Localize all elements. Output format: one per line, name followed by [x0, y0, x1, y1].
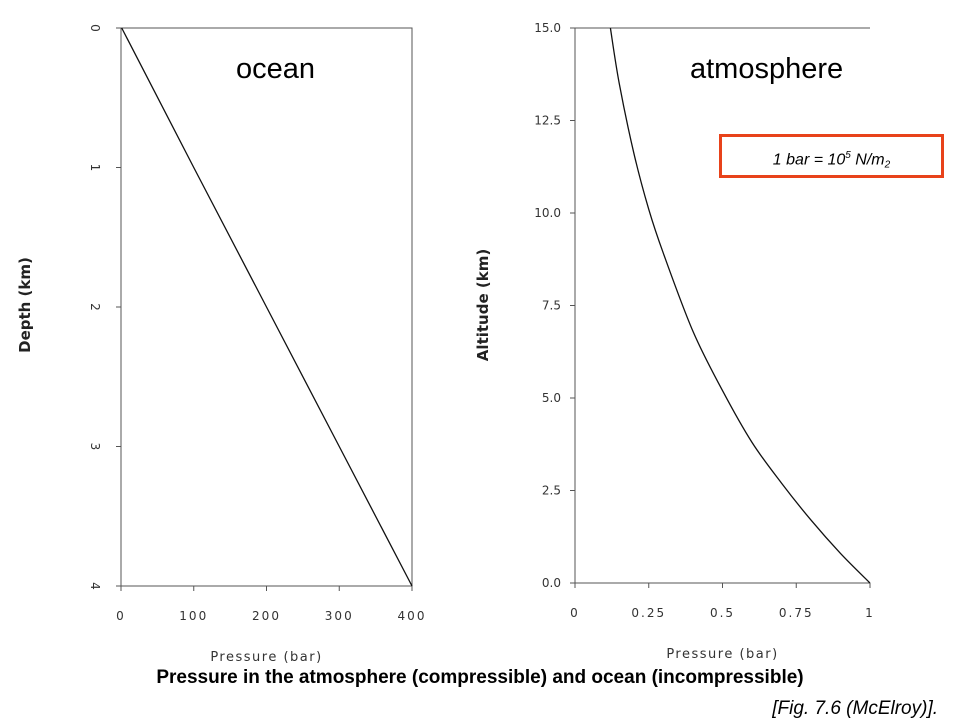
atmosphere-y-tick-label: 5.0	[542, 391, 561, 405]
atmosphere-y-tick-label: 15.0	[534, 21, 561, 35]
atmosphere-y-tick-label: 12.5	[534, 114, 561, 128]
ocean-x-tick-label: 100	[179, 609, 208, 623]
ocean-y-tick-label: 2	[88, 303, 102, 311]
ocean-y-tick-label: 0	[88, 24, 102, 32]
atmosphere-y-tick-label: 7.5	[542, 299, 561, 313]
atmosphere-x-tick-label: 0.5	[710, 606, 735, 620]
ocean-x-tick-label: 200	[252, 609, 281, 623]
conversion-mid: N/m	[850, 151, 885, 169]
atmosphere-x-tick-label: 1	[865, 606, 875, 620]
conversion-power: 2	[884, 159, 891, 171]
atmosphere-panel-title: atmosphere	[690, 53, 844, 85]
atmosphere-x-axis-label: Pressure (bar)	[666, 647, 778, 662]
atmosphere-x-tick-label: 0	[570, 606, 580, 620]
ocean-panel-title: ocean	[236, 53, 316, 85]
figure-caption: Pressure in the atmosphere (compressible…	[156, 667, 804, 688]
atmosphere-x-tick-label: 0.25	[631, 606, 666, 620]
ocean-x-tick-label: 300	[325, 609, 354, 623]
ocean-x-tick-label: 400	[398, 609, 427, 623]
atmosphere-pressure-curve	[609, 27, 871, 584]
atmosphere-y-tick-label: 0.0	[542, 576, 561, 590]
figure-citation: [Fig. 7.6 (McElroy)].	[772, 698, 938, 719]
atmosphere-y-tick-label: 10.0	[534, 206, 561, 220]
conversion-prefix: 1 bar = 10	[772, 151, 846, 169]
atmosphere-x-tick-label: 0.75	[779, 606, 814, 620]
unit-conversion-box: 1 bar = 105 N/m2	[719, 134, 944, 178]
atmosphere-y-tick-label: 2.5	[542, 484, 561, 498]
ocean-x-axis-label: Pressure (bar)	[210, 650, 322, 665]
ocean-pressure-curve	[121, 27, 413, 587]
atmosphere-y-axis-label: Altitude (km)	[474, 249, 492, 361]
ocean-y-tick-label: 1	[88, 164, 102, 172]
ocean-y-tick-label: 4	[88, 582, 102, 590]
ocean-x-tick-label: 0	[116, 609, 126, 623]
ocean-y-tick-label: 3	[88, 443, 102, 451]
ocean-y-axis-label: Depth (km)	[16, 257, 34, 353]
conversion-exponent: 5	[845, 150, 851, 161]
